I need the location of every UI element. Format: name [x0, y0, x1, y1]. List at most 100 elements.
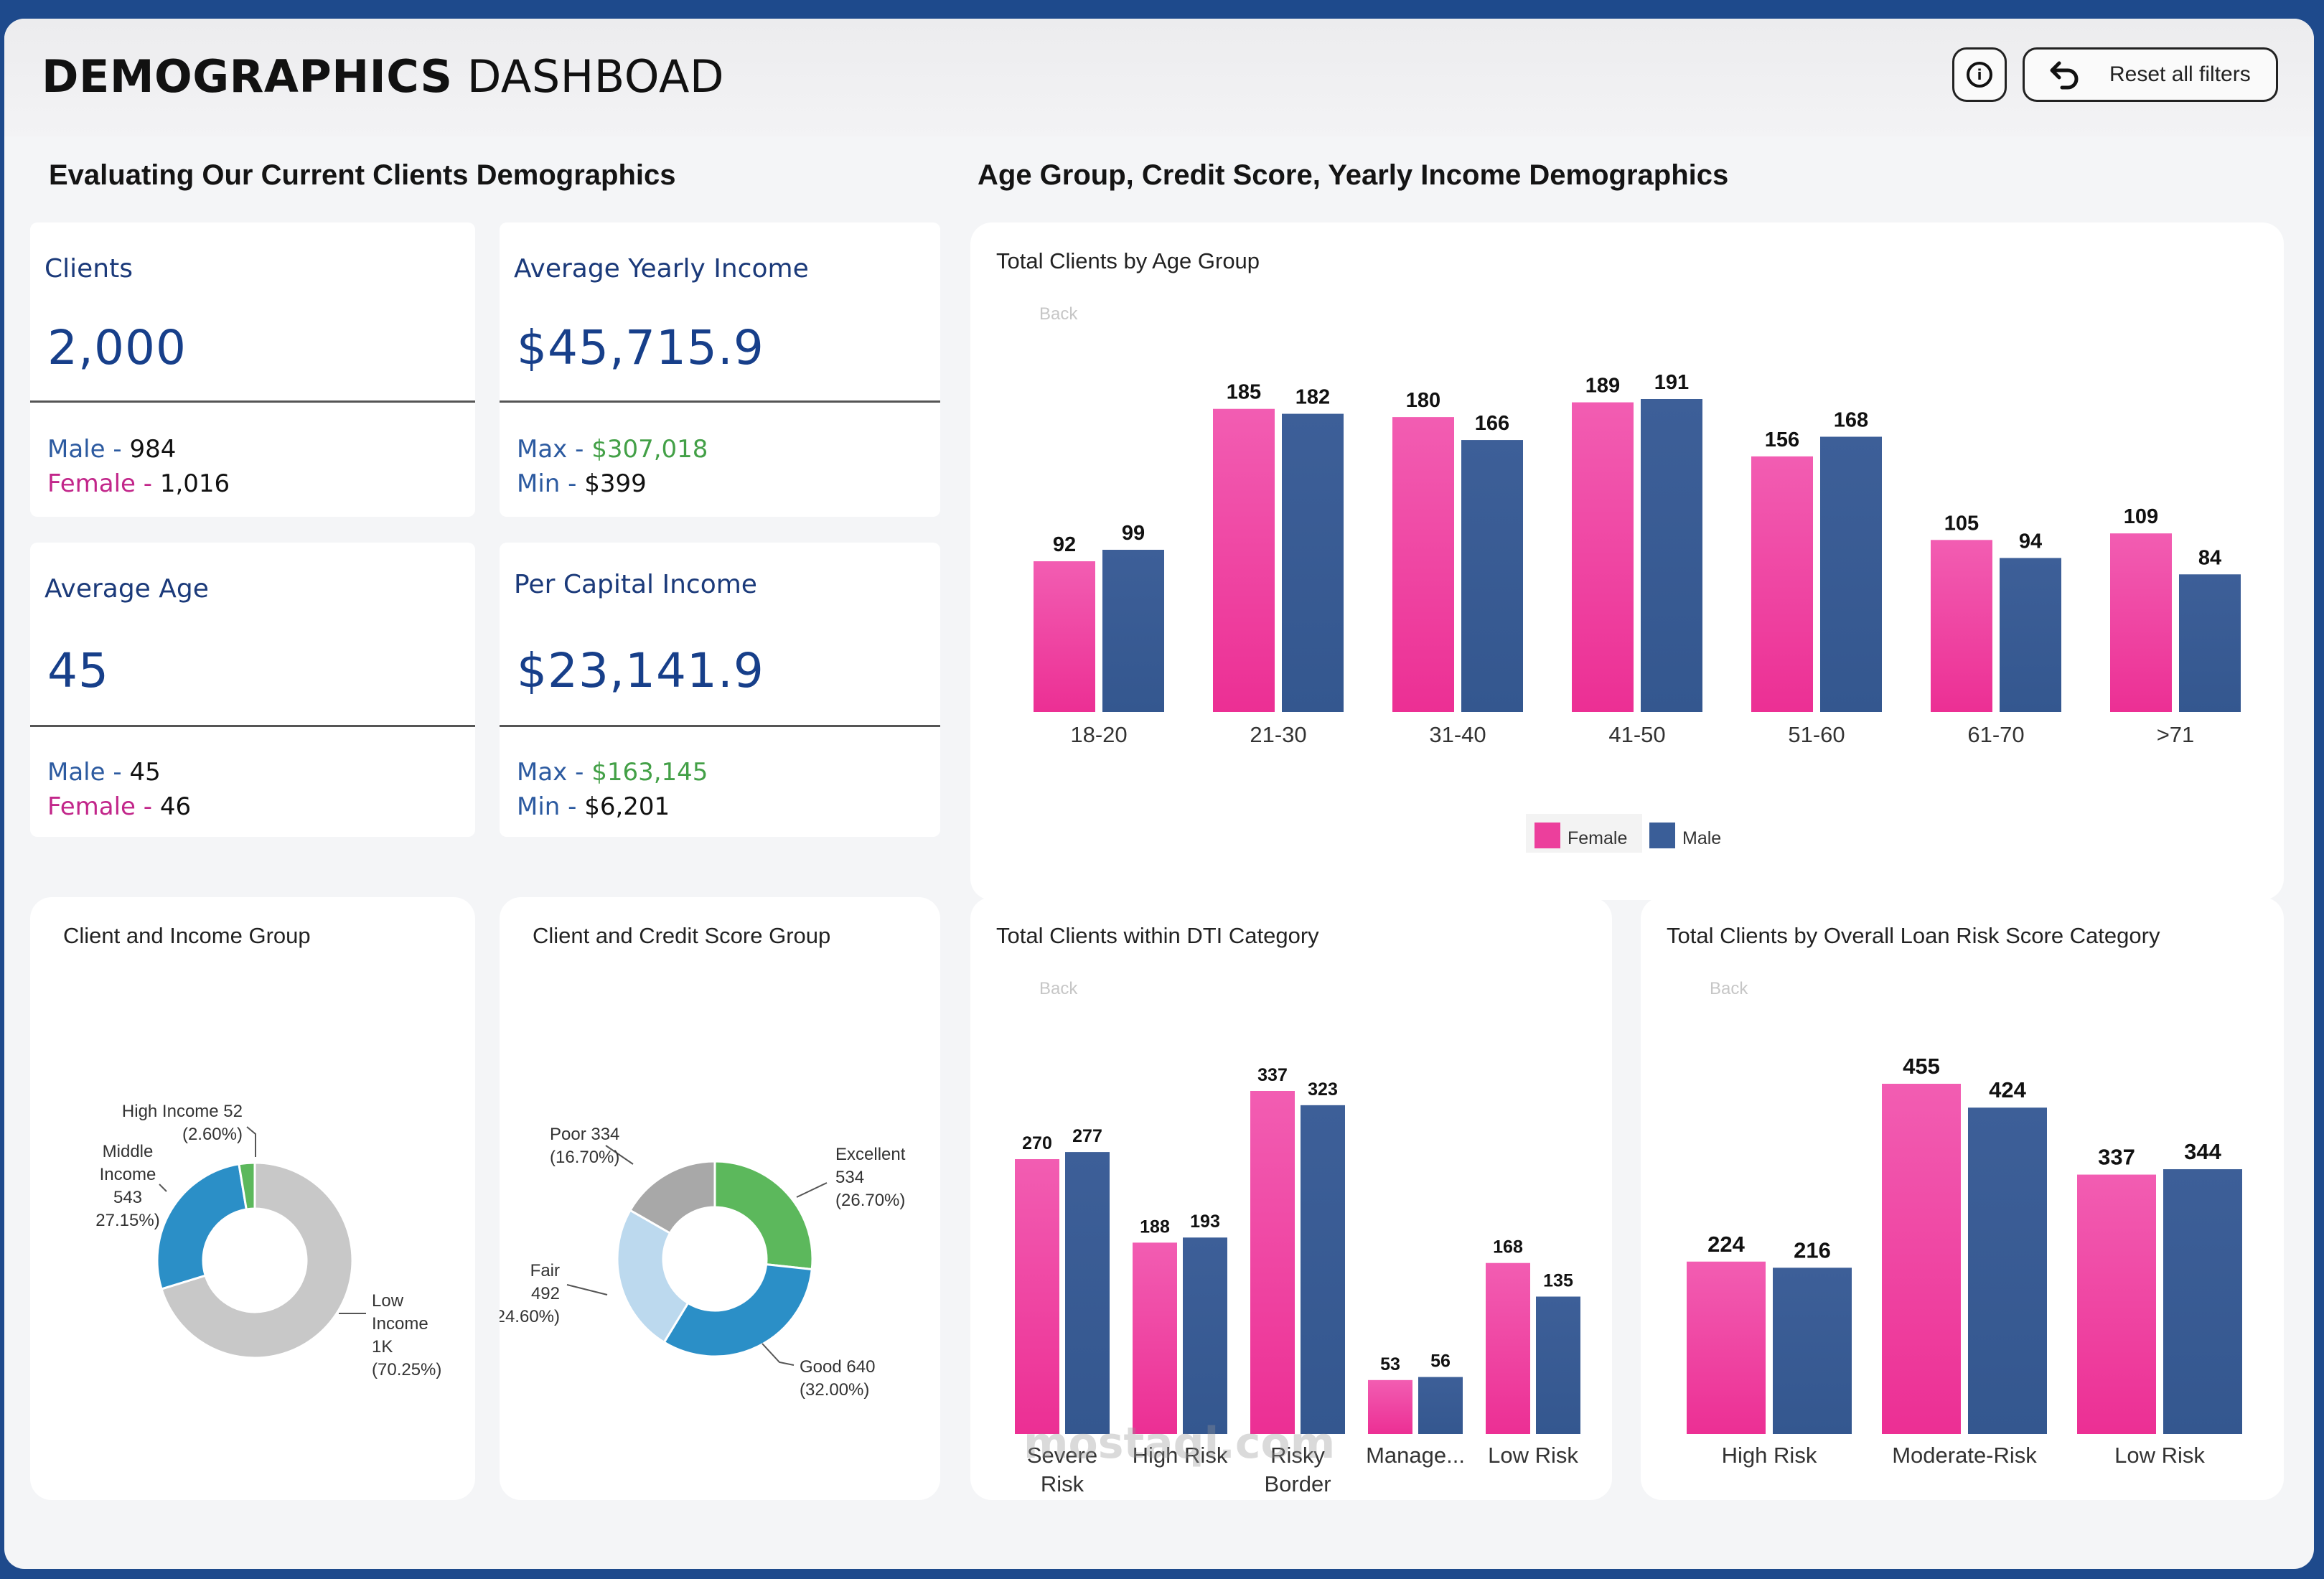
bar-value-label: 323 [1308, 1079, 1338, 1100]
bar-male-1[interactable] [1282, 413, 1344, 712]
kpi-income-label: Average Yearly Income [514, 254, 809, 284]
donut-label: 534 [835, 1168, 864, 1187]
legend-male-label[interactable]: Male [1682, 828, 1721, 848]
info-button[interactable]: i [1952, 47, 2007, 102]
bar-value-label: 224 [1707, 1232, 1745, 1257]
bar-female-2[interactable] [1250, 1091, 1295, 1434]
bar-male-2[interactable] [1461, 440, 1523, 712]
legend-female-label[interactable]: Female [1568, 828, 1627, 848]
back-button[interactable]: Back [1039, 979, 1078, 998]
donut-label: (32.00%) [800, 1380, 869, 1400]
donut-label: 24.60%) [500, 1307, 560, 1326]
income-group-card: Client and Income Group Low Income 1K (70.2… [30, 897, 475, 1500]
donut-label: Income [372, 1314, 428, 1334]
kpi-income-max: Max - $307,018 [517, 435, 708, 464]
risk-chart-title: Total Clients by Overall Loan Risk Score… [1667, 923, 2160, 948]
dti-chart-card: Total Clients within DTI Category Back 2… [970, 897, 1612, 1500]
donut-label: Fair [530, 1261, 560, 1280]
kpi-age-card: Average Age 45 Male - 45 Female - 46 [30, 543, 475, 837]
bar-female-1[interactable] [1133, 1242, 1177, 1434]
bar-value-label: 337 [1257, 1065, 1288, 1085]
bar-female-4[interactable] [1751, 456, 1813, 712]
bar-male-3[interactable] [1641, 399, 1702, 712]
legend-male-swatch[interactable] [1649, 823, 1675, 848]
kpi-per-capita-label: Per Capital Income [514, 570, 757, 599]
bar-male-2[interactable] [2163, 1169, 2242, 1434]
bar-male-5[interactable] [2000, 558, 2061, 712]
donut-label: 27.15%) [95, 1211, 159, 1230]
x-tick-label: Low Risk [2114, 1443, 2205, 1468]
bar-male-6[interactable] [2179, 574, 2241, 712]
donut-slice-high-income[interactable] [238, 1161, 256, 1211]
bar-value-label: 216 [1794, 1237, 1831, 1262]
bar-male-4[interactable] [1820, 436, 1882, 712]
bar-male-1[interactable] [1968, 1107, 2047, 1434]
bar-value-label: 109 [2124, 505, 2158, 528]
bar-female-4[interactable] [1486, 1262, 1530, 1434]
x-tick-label: Severe [1027, 1443, 1097, 1468]
bar-male-0[interactable] [1102, 550, 1164, 712]
kpi-per-capita-max: Max - $163,145 [517, 758, 708, 787]
bar-male-2[interactable] [1301, 1105, 1345, 1434]
bar-value-label: 193 [1190, 1212, 1220, 1232]
credit-score-donut-chart: Excellent 534 (26.70%) Good 640 (32.00%) Fair… [500, 1125, 906, 1400]
dashboard-frame: DEMOGRAPHICS DASHBOAD i Reset all filter… [4, 19, 2314, 1569]
donut-slice-poor[interactable] [629, 1160, 716, 1235]
bar-male-0[interactable] [1773, 1268, 1852, 1434]
back-button[interactable]: Back [1710, 979, 1748, 998]
bar-male-0[interactable] [1065, 1152, 1110, 1434]
donut-slice-good[interactable] [662, 1263, 813, 1358]
bar-female-2[interactable] [2077, 1174, 2156, 1434]
donut-slice-excellent[interactable] [713, 1160, 814, 1271]
legend-female-swatch[interactable] [1535, 823, 1560, 848]
back-button[interactable]: Back [1039, 304, 1078, 324]
bar-value-label: 270 [1022, 1133, 1052, 1153]
donut-slice-low-income[interactable] [160, 1161, 354, 1359]
bar-value-label: 92 [1053, 533, 1076, 556]
bar-male-3[interactable] [1418, 1377, 1463, 1434]
reset-filters-button[interactable]: Reset all filters [2023, 47, 2278, 102]
x-tick-label: Moderate-Risk [1892, 1443, 2037, 1468]
bar-value-label: 56 [1430, 1351, 1451, 1372]
donut-label: 543 [113, 1188, 142, 1207]
bar-female-0[interactable] [1687, 1261, 1766, 1434]
bar-female-1[interactable] [1882, 1084, 1961, 1434]
bar-male-1[interactable] [1183, 1237, 1227, 1434]
bar-value-label: 424 [1989, 1077, 2026, 1102]
bar-female-1[interactable] [1213, 408, 1275, 712]
bar-value-label: 180 [1406, 389, 1440, 412]
bar-value-label: 277 [1072, 1126, 1102, 1146]
donut-label: High Income 52 [122, 1102, 243, 1121]
reset-filters-label: Reset all filters [2109, 62, 2251, 86]
bar-male-4[interactable] [1536, 1296, 1580, 1434]
x-tick-label: High Risk [1722, 1443, 1817, 1468]
bar-value-label: 185 [1227, 381, 1261, 404]
age-chart-title: Total Clients by Age Group [996, 248, 1260, 273]
bar-female-6[interactable] [2110, 533, 2172, 712]
bar-value-label: 182 [1295, 386, 1330, 409]
kpi-clients-male: Male - 984 [47, 435, 177, 464]
bar-female-3[interactable] [1572, 402, 1634, 712]
bar-value-label: 84 [2198, 546, 2221, 569]
age-group-chart-card: Total Clients by Age Group Back 92 99 18-2… [970, 222, 2284, 900]
donut-slice-middle-income[interactable] [156, 1163, 248, 1290]
kpi-age-label: Average Age [44, 574, 209, 604]
income-group-donut-chart: Low Income 1K (70.25%) Middle Income 543 27.15%… [95, 1102, 441, 1379]
bar-female-0[interactable] [1015, 1159, 1059, 1434]
risk-chart-card: Total Clients by Overall Loan Risk Score… [1641, 897, 2284, 1500]
donut-label: Income [100, 1165, 156, 1184]
bar-value-label: 455 [1903, 1054, 1940, 1079]
bar-female-5[interactable] [1931, 540, 1992, 712]
donut-label: (2.60%) [182, 1125, 243, 1144]
donut-slice-fair[interactable] [616, 1209, 690, 1344]
leader-line [159, 1184, 167, 1192]
donut-label: 492 [531, 1284, 560, 1303]
x-tick-label: 31-40 [1429, 722, 1486, 747]
bar-female-2[interactable] [1392, 417, 1454, 712]
bar-female-3[interactable] [1368, 1379, 1412, 1434]
donut-label: Low [372, 1291, 404, 1311]
kpi-clients-label: Clients [44, 254, 133, 284]
left-section-title: Evaluating Our Current Clients Demograph… [49, 159, 676, 191]
divider [500, 400, 940, 403]
bar-female-0[interactable] [1034, 561, 1095, 712]
